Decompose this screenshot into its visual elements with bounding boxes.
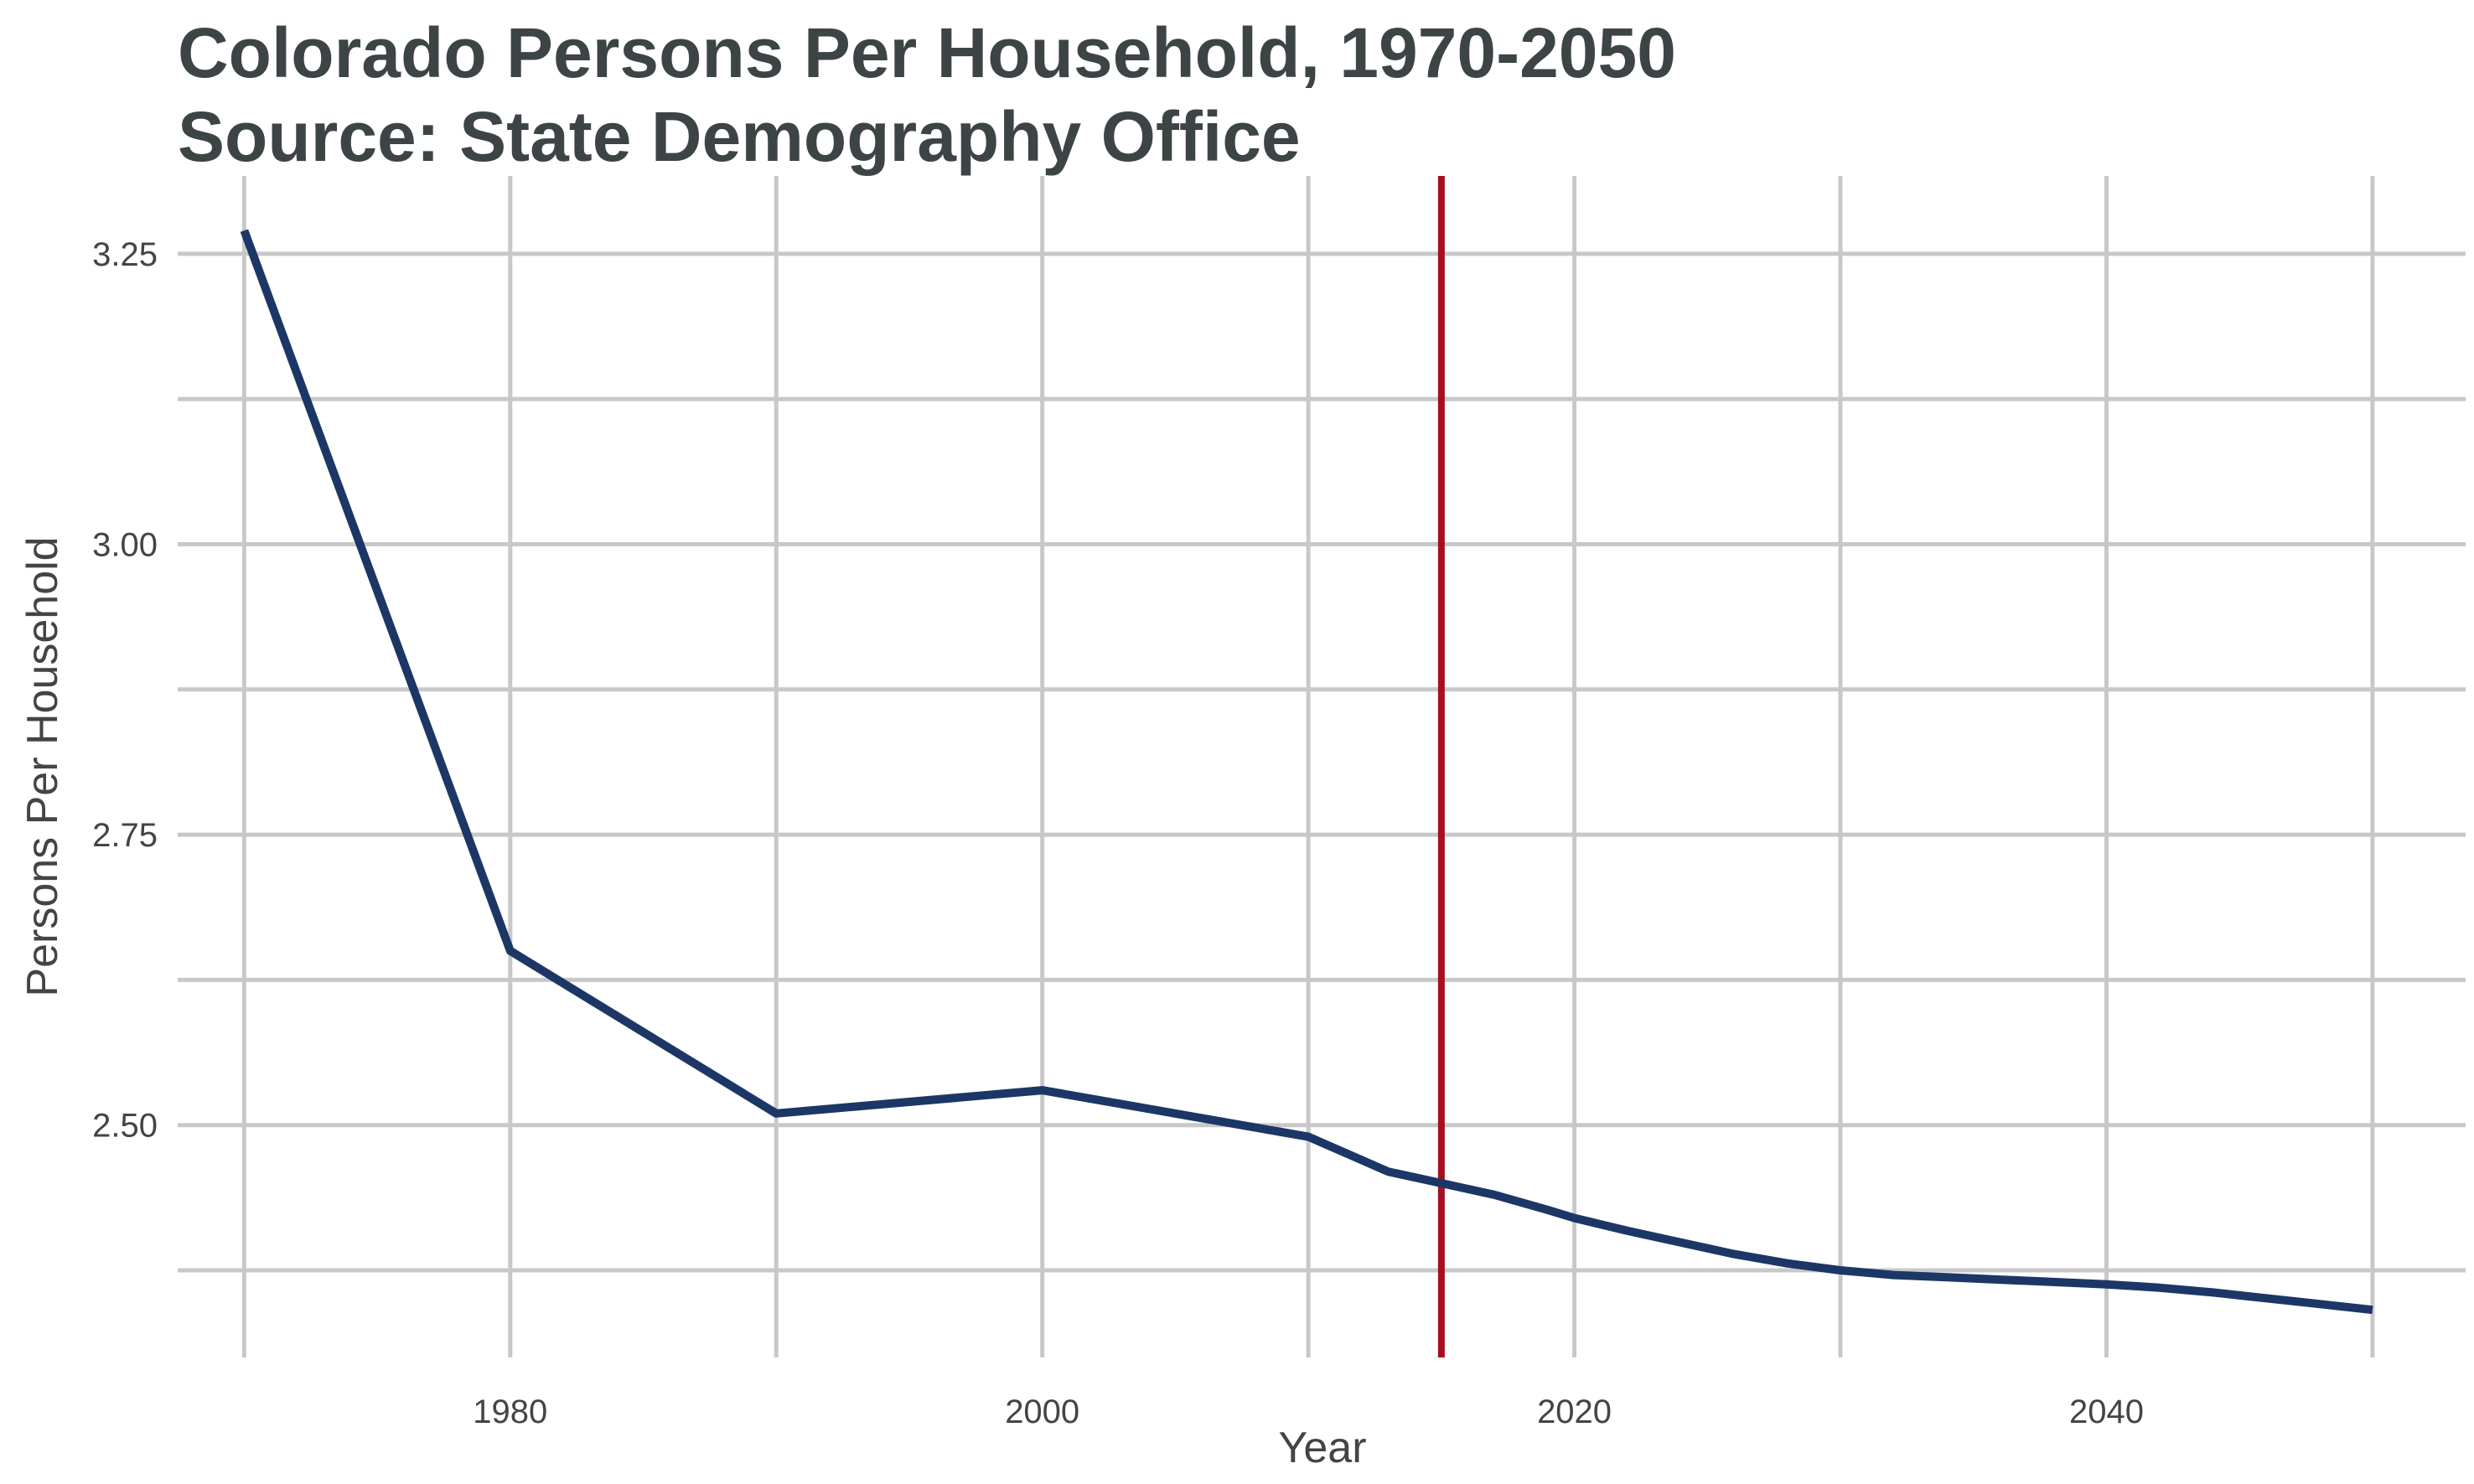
x-tick-label: 1980 (473, 1394, 547, 1430)
y-tick-label: 2.75 (92, 817, 158, 854)
x-tick-label: 2020 (1537, 1394, 1612, 1430)
y-tick-label: 2.50 (92, 1108, 158, 1145)
series-line (240, 229, 2373, 1315)
y-tick-label: 3.00 (92, 526, 158, 563)
grid-lines (178, 176, 2466, 1357)
series-lines (240, 229, 2373, 1315)
chart-title: Colorado Persons Per Household, 1970-205… (178, 13, 1676, 92)
chart-subtitle: Source: State Demography Office (178, 97, 1301, 176)
x-axis-title: Year (1278, 1424, 1366, 1472)
axis-ticks: 1980 2000 2020 2040 2.50 2.75 3.00 3.25 (92, 236, 2144, 1430)
y-axis-title: Persons Per Household (18, 536, 67, 996)
x-tick-label: 2040 (2069, 1394, 2144, 1430)
x-tick-label: 2000 (1005, 1394, 1079, 1430)
y-tick-label: 3.25 (92, 236, 158, 273)
